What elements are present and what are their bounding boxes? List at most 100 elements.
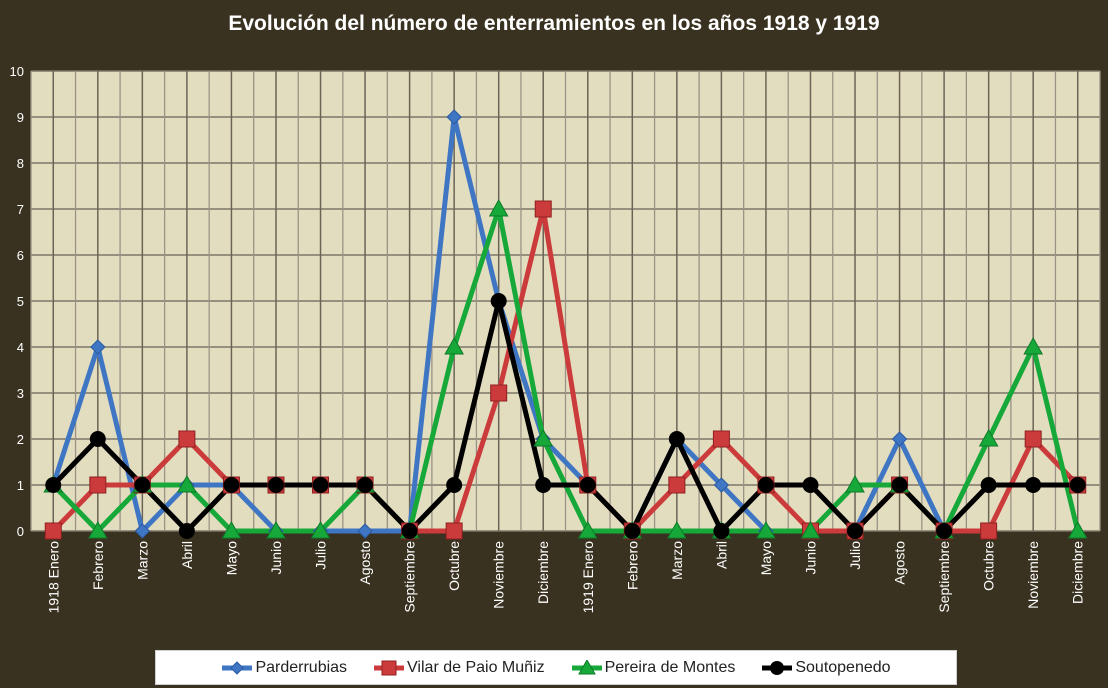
data-point [312, 477, 329, 493]
x-tick-label: Marzo [134, 541, 150, 580]
data-point [357, 523, 373, 539]
data-point [891, 431, 908, 447]
x-tick-label: Agosto [892, 541, 908, 585]
data-point [490, 384, 508, 402]
legend: Parderrubias Vilar de Paio Muñiz Pereira d… [155, 650, 957, 685]
data-point [891, 477, 908, 493]
data-point [1024, 430, 1042, 448]
square-marker-icon [374, 660, 405, 675]
data-point [713, 477, 730, 493]
x-tick-label: Junio [802, 541, 818, 575]
y-axis-labels: 0 1 2 3 4 5 6 7 8 9 10 [10, 64, 24, 539]
data-point [577, 520, 598, 539]
y-tick-label: 2 [17, 432, 24, 447]
data-point [757, 477, 774, 493]
chart-title: Evolución del número de enterramientos e… [228, 12, 880, 35]
y-tick-label: 10 [10, 64, 24, 79]
y-tick-label: 9 [17, 110, 24, 125]
data-point [980, 522, 998, 540]
data-point [535, 477, 552, 493]
legend-label: Soutopenedo [795, 658, 891, 676]
data-point [177, 474, 197, 493]
data-point [980, 477, 997, 493]
legend-label: Pereira de Montes [604, 658, 736, 676]
y-tick-label: 5 [17, 294, 24, 309]
legend-label: Parderrubias [255, 658, 348, 676]
data-point [978, 428, 999, 447]
x-tick-label: Octubre [981, 541, 997, 591]
x-tick-label: Noviembre [491, 541, 507, 609]
data-point [45, 477, 62, 493]
data-point [1025, 477, 1042, 493]
x-axis-labels: 1918 Enero Febrero Marzo Abril Mayo Junio Juli… [45, 541, 1085, 614]
x-tick-label: Mayo [223, 541, 239, 575]
data-point [357, 477, 374, 493]
data-point [89, 476, 107, 494]
legend-item-vilar-de-paio-mu-iz: Vilar de Paio Muñiz [373, 659, 545, 677]
y-tick-label: 7 [17, 202, 24, 217]
data-point [87, 520, 108, 539]
data-point [533, 428, 554, 447]
data-point [668, 431, 685, 447]
data-point [446, 109, 462, 125]
x-tick-label: Abril [179, 541, 195, 569]
data-point [90, 339, 106, 355]
x-tick-label: Abril [713, 541, 729, 569]
x-tick-label: Octubre [446, 541, 462, 591]
data-point [178, 523, 195, 539]
data-point [1067, 520, 1088, 539]
data-point [845, 474, 865, 493]
data-point [534, 200, 552, 218]
data-point [223, 477, 240, 493]
x-tick-label: Agosto [357, 541, 373, 585]
legend-item-parderrubias: Parderrubias [221, 659, 347, 677]
x-tick-label: Septiembre [936, 541, 952, 613]
series-markers [43, 109, 1088, 540]
x-tick-label: Mayo [758, 541, 774, 575]
x-tick-label: Julio [313, 541, 329, 570]
x-tick-label: 1918 Enero [45, 541, 61, 614]
data-point [579, 477, 596, 493]
y-tick-label: 0 [17, 524, 24, 539]
data-point [712, 430, 730, 448]
circle-marker-icon [762, 660, 793, 675]
data-point [668, 476, 686, 494]
triangle-marker-icon [571, 659, 602, 674]
y-tick-label: 3 [17, 386, 24, 401]
y-tick-label: 4 [17, 340, 24, 355]
data-point [134, 477, 151, 493]
legend-label: Vilar de Paio Muñiz [407, 658, 545, 676]
diamond-marker-icon [222, 660, 253, 675]
x-tick-label: Marzo [669, 541, 685, 580]
data-point [802, 477, 819, 493]
x-tick-label: Septiembre [402, 541, 418, 613]
data-point [44, 522, 62, 540]
x-tick-label: Noviembre [1025, 541, 1041, 609]
legend-item-pereira-de-montes: Pereira de Montes [571, 658, 736, 677]
data-point [666, 520, 687, 539]
gridlines [30, 70, 1101, 532]
data-point [178, 430, 196, 448]
x-tick-label: Febrero [90, 541, 106, 590]
x-tick-label: Junio [268, 541, 284, 575]
x-tick-label: Febrero [624, 541, 640, 590]
markers-soutopenedo [45, 293, 1086, 539]
x-tick-label: Diciembre [535, 541, 551, 604]
data-point [401, 523, 418, 539]
y-tick-label: 8 [17, 156, 24, 171]
data-point [1023, 336, 1044, 355]
data-point [134, 523, 151, 539]
data-point [936, 523, 953, 539]
data-point [444, 336, 465, 355]
data-point [847, 523, 864, 539]
x-tick-label: 1919 Enero [580, 541, 596, 614]
data-point [89, 431, 106, 447]
data-point [624, 523, 641, 539]
data-point [446, 477, 463, 493]
data-point [221, 520, 242, 539]
y-tick-label: 1 [17, 478, 24, 493]
data-point [713, 523, 730, 539]
data-point [266, 520, 286, 539]
legend-item-soutopenedo: Soutopenedo [761, 658, 891, 677]
